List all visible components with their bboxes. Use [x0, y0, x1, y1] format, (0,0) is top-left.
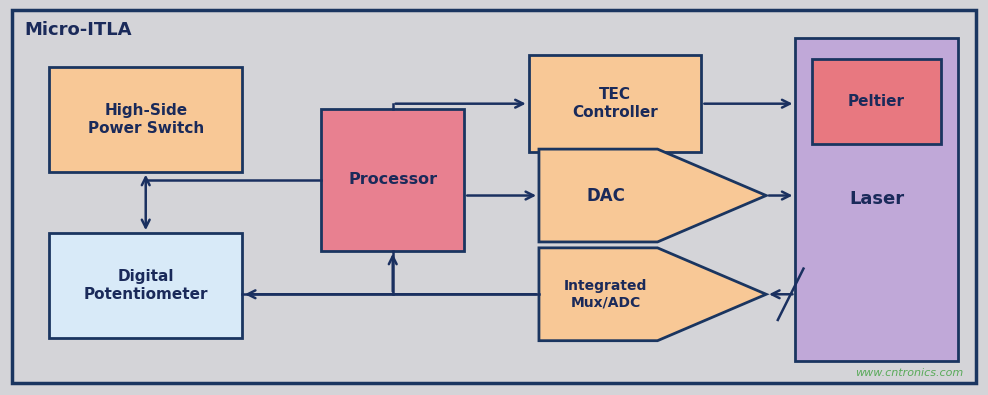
FancyBboxPatch shape	[12, 10, 976, 383]
Text: Peltier: Peltier	[848, 94, 905, 109]
FancyBboxPatch shape	[321, 109, 464, 251]
Text: High-Side
Power Switch: High-Side Power Switch	[88, 103, 204, 136]
FancyBboxPatch shape	[49, 67, 242, 172]
Text: TEC
Controller: TEC Controller	[572, 87, 658, 120]
Text: Integrated
Mux/ADC: Integrated Mux/ADC	[564, 279, 647, 309]
Text: Laser: Laser	[850, 190, 904, 209]
Text: Processor: Processor	[348, 172, 438, 187]
Polygon shape	[539, 149, 767, 242]
FancyBboxPatch shape	[812, 59, 941, 144]
Text: DAC: DAC	[586, 186, 625, 205]
FancyBboxPatch shape	[49, 233, 242, 338]
Text: Digital
Potentiometer: Digital Potentiometer	[83, 269, 208, 302]
Polygon shape	[539, 248, 767, 340]
FancyBboxPatch shape	[529, 55, 701, 152]
Text: Micro-ITLA: Micro-ITLA	[25, 21, 132, 39]
Text: www.cntronics.com: www.cntronics.com	[855, 369, 963, 378]
FancyBboxPatch shape	[795, 38, 958, 361]
